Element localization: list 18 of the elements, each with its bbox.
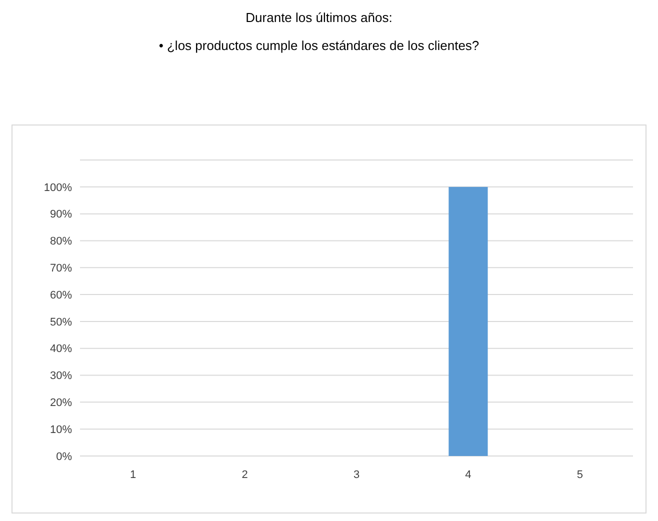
y-tick-label: 60% xyxy=(50,289,72,302)
y-tick-label: 20% xyxy=(50,397,72,410)
x-tick-label: 2 xyxy=(242,469,248,481)
chart-title: Durante los últimos años: xyxy=(246,10,392,25)
y-tick-label: 90% xyxy=(50,208,72,221)
y-tick-label: 100% xyxy=(44,182,72,194)
y-tick-label: 80% xyxy=(50,236,72,248)
x-tick-label: 1 xyxy=(130,469,136,481)
y-tick-label: 50% xyxy=(50,316,72,328)
y-tick-label: 40% xyxy=(50,343,72,356)
x-tick-label: 5 xyxy=(576,469,583,481)
y-tick-label: 0% xyxy=(56,450,72,463)
x-tick-label: 4 xyxy=(465,469,472,481)
chart-subtitle: • ¿los productos cumple los estándares de los clientes? xyxy=(158,38,480,53)
x-tick-label: 3 xyxy=(353,469,360,481)
y-tick-label: 30% xyxy=(50,370,72,382)
y-tick-label: 70% xyxy=(50,262,72,274)
y-tick-label: 10% xyxy=(50,424,72,436)
